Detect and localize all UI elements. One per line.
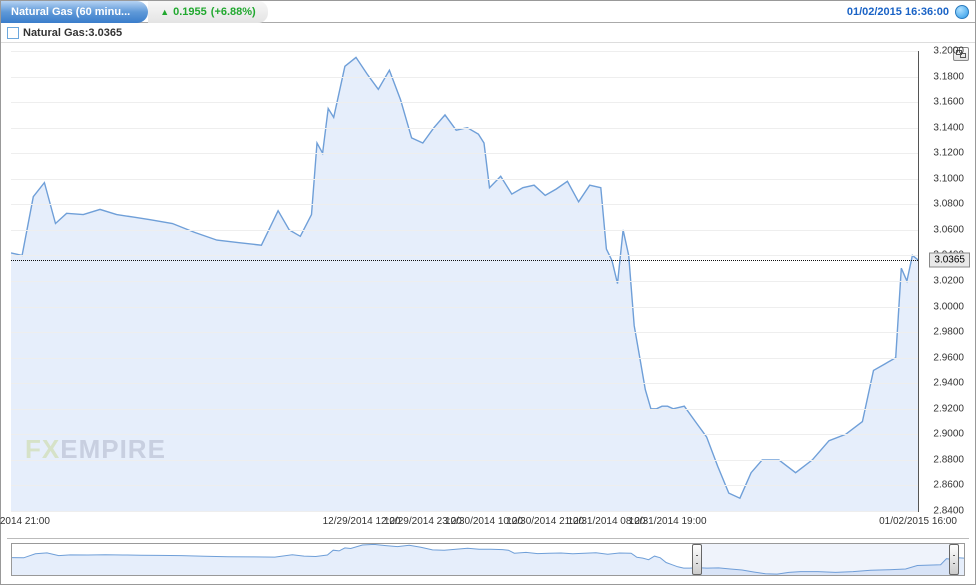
y-axis-label: 3.0800: [933, 199, 964, 210]
y-gridline: [11, 204, 918, 205]
y-gridline: [11, 511, 918, 512]
y-axis-label: 3.1400: [933, 122, 964, 133]
y-axis-label: 2.9400: [933, 378, 964, 389]
y-gridline: [11, 51, 918, 52]
y-gridline: [11, 485, 918, 486]
instrument-tab[interactable]: Natural Gas (60 minu...: [1, 1, 148, 23]
y-gridline: [11, 281, 918, 282]
navigator-selection[interactable]: [697, 544, 954, 575]
y-gridline: [11, 358, 918, 359]
y-gridline: [11, 409, 918, 410]
header-bar: Natural Gas (60 minu... ▲ 0.1955 (+6.88%…: [1, 1, 975, 23]
y-axis-label: 3.0200: [933, 276, 964, 287]
legend-swatch-icon: [7, 27, 19, 39]
timestamp: 01/02/2015 16:36:00: [847, 6, 955, 18]
plot-region[interactable]: FXEMPIRE 2.84002.86002.88002.90002.92002…: [11, 51, 919, 512]
legend-series-value: 3.0365: [88, 27, 122, 39]
y-axis-label: 2.9200: [933, 403, 964, 414]
change-value: 0.1955: [173, 6, 207, 18]
y-gridline: [11, 179, 918, 180]
y-axis-label: 3.1200: [933, 148, 964, 159]
change-badge: ▲ 0.1955 (+6.88%): [148, 1, 268, 23]
x-axis-label: 12/26/2014 21:00: [0, 516, 50, 527]
y-axis-label: 3.0600: [933, 224, 964, 235]
chart-window: Natural Gas (60 minu... ▲ 0.1955 (+6.88%…: [0, 0, 976, 585]
y-gridline: [11, 332, 918, 333]
y-gridline: [11, 383, 918, 384]
y-axis-label: 2.9600: [933, 352, 964, 363]
current-price-badge: 3.0365: [929, 252, 970, 267]
navigator: [7, 538, 969, 580]
y-gridline: [11, 230, 918, 231]
y-gridline: [11, 434, 918, 435]
navigator-plot[interactable]: [11, 543, 965, 576]
navigator-handle-left[interactable]: [692, 544, 702, 575]
y-axis-label: 3.0000: [933, 301, 964, 312]
x-axis-label: 12/31/2014 19:00: [629, 516, 707, 527]
legend-series-name: Natural Gas:: [23, 27, 88, 39]
y-axis-label: 3.1600: [933, 97, 964, 108]
change-percent: (+6.88%): [211, 6, 256, 18]
y-axis-label: 2.8400: [933, 506, 964, 517]
legend-bar: Natural Gas: 3.0365: [1, 23, 975, 43]
y-gridline: [11, 77, 918, 78]
y-gridline: [11, 255, 918, 256]
instrument-title: Natural Gas (60 minu...: [11, 6, 130, 18]
y-axis-label: 2.9000: [933, 429, 964, 440]
info-icon[interactable]: [955, 5, 969, 19]
chart-area: FXEMPIRE 2.84002.86002.88002.90002.92002…: [1, 43, 975, 534]
y-axis-label: 3.2000: [933, 46, 964, 57]
navigator-handle-right[interactable]: [949, 544, 959, 575]
x-axis-label: 01/02/2015 16:00: [879, 516, 957, 527]
y-gridline: [11, 153, 918, 154]
y-gridline: [11, 307, 918, 308]
y-gridline: [11, 128, 918, 129]
y-axis-label: 2.8800: [933, 454, 964, 465]
y-axis-label: 3.1800: [933, 71, 964, 82]
y-axis-label: 2.9800: [933, 327, 964, 338]
current-price-line: [11, 260, 918, 261]
y-gridline: [11, 460, 918, 461]
y-axis-label: 3.1000: [933, 173, 964, 184]
arrow-up-icon: ▲: [160, 7, 169, 17]
y-gridline: [11, 102, 918, 103]
y-axis-label: 2.8600: [933, 480, 964, 491]
